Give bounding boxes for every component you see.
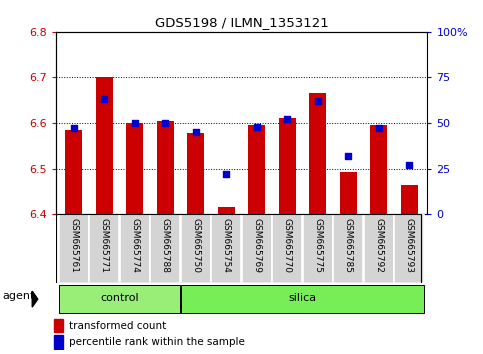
Bar: [309, 93, 326, 214]
Bar: [242, 214, 271, 283]
Bar: [364, 214, 394, 283]
Bar: [59, 285, 180, 314]
Point: [314, 98, 322, 104]
Text: silica: silica: [288, 293, 316, 303]
Bar: [96, 78, 113, 214]
Point: [100, 97, 108, 102]
Text: GSM665788: GSM665788: [161, 218, 170, 273]
Bar: [181, 214, 211, 283]
Bar: [54, 335, 63, 349]
Text: GSM665771: GSM665771: [100, 218, 109, 273]
Text: GSM665769: GSM665769: [252, 218, 261, 273]
Bar: [127, 123, 143, 214]
Text: GSM665750: GSM665750: [191, 218, 200, 273]
Point: [405, 162, 413, 168]
Point: [131, 120, 139, 126]
Text: GSM665761: GSM665761: [70, 218, 78, 273]
Point: [253, 124, 261, 130]
Point: [284, 116, 291, 122]
Bar: [370, 125, 387, 214]
Title: GDS5198 / ILMN_1353121: GDS5198 / ILMN_1353121: [155, 16, 328, 29]
Bar: [212, 214, 241, 283]
Text: agent: agent: [3, 291, 35, 301]
Text: transformed count: transformed count: [69, 321, 166, 331]
Bar: [157, 121, 174, 214]
Bar: [187, 133, 204, 214]
Bar: [181, 285, 424, 314]
Bar: [59, 214, 89, 283]
Text: GSM665792: GSM665792: [374, 218, 383, 273]
Text: GSM665793: GSM665793: [405, 218, 413, 273]
Bar: [54, 319, 63, 332]
Point: [344, 153, 352, 159]
Text: control: control: [100, 293, 139, 303]
Bar: [150, 214, 180, 283]
Bar: [248, 125, 265, 214]
Point: [375, 126, 383, 131]
Bar: [340, 172, 356, 214]
Text: GSM665785: GSM665785: [344, 218, 353, 273]
Bar: [303, 214, 333, 283]
Point: [222, 171, 230, 177]
Bar: [394, 214, 424, 283]
Text: GSM665775: GSM665775: [313, 218, 322, 273]
Text: GSM665774: GSM665774: [130, 218, 139, 273]
Text: GSM665770: GSM665770: [283, 218, 292, 273]
Bar: [272, 214, 302, 283]
Bar: [218, 207, 235, 214]
Bar: [333, 214, 363, 283]
Bar: [66, 130, 82, 214]
Bar: [279, 119, 296, 214]
Point: [192, 129, 199, 135]
Polygon shape: [32, 291, 38, 307]
Bar: [89, 214, 119, 283]
Text: percentile rank within the sample: percentile rank within the sample: [69, 337, 245, 347]
Point: [161, 120, 169, 126]
Point: [70, 126, 78, 131]
Bar: [401, 184, 417, 214]
Bar: [120, 214, 150, 283]
Text: GSM665754: GSM665754: [222, 218, 231, 273]
